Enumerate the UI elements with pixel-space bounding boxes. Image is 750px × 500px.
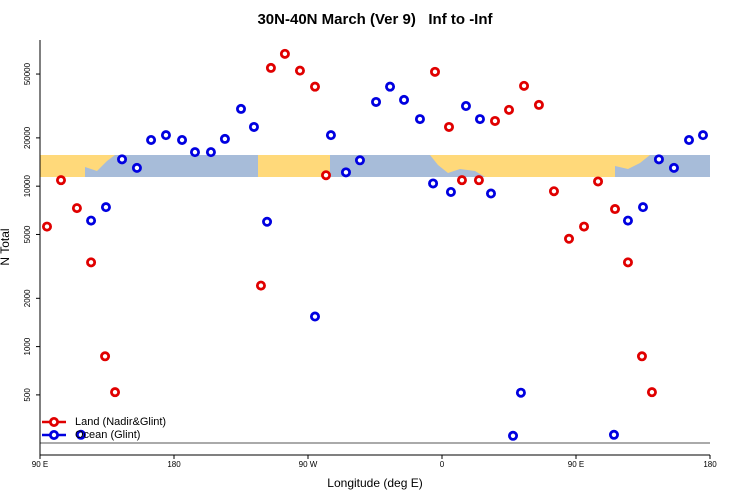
point — [622, 257, 633, 268]
point — [279, 48, 290, 59]
point — [684, 135, 695, 146]
point — [593, 176, 604, 187]
point — [205, 147, 216, 158]
point — [490, 115, 501, 126]
y-tick-label: 50000 — [23, 62, 32, 85]
legend-label: Land (Nadir&Glint) — [75, 416, 166, 428]
point — [485, 188, 496, 199]
point — [86, 215, 97, 226]
legend-marker — [49, 429, 60, 440]
point — [325, 130, 336, 141]
point — [474, 114, 485, 125]
point — [608, 429, 619, 440]
point — [55, 175, 66, 186]
point — [255, 280, 266, 291]
x-tick-label: 180 — [703, 460, 717, 469]
point — [515, 387, 526, 398]
point — [309, 311, 320, 322]
point — [177, 135, 188, 146]
point — [443, 121, 454, 132]
point — [100, 351, 111, 362]
point — [131, 162, 142, 173]
point — [428, 178, 439, 189]
legend-label: Ocean (Glint) — [75, 429, 140, 441]
point — [508, 430, 519, 441]
point — [86, 257, 97, 268]
point — [160, 130, 171, 141]
y-axis-label: N Total — [0, 228, 12, 265]
point — [622, 215, 633, 226]
point — [456, 175, 467, 186]
point — [646, 387, 657, 398]
point — [564, 233, 575, 244]
point — [110, 387, 121, 398]
point — [294, 65, 305, 76]
point — [262, 216, 273, 227]
point — [399, 94, 410, 105]
point — [235, 103, 246, 114]
point — [414, 114, 425, 125]
point — [579, 221, 590, 232]
y-tick-label: 2000 — [23, 289, 32, 307]
point — [219, 133, 230, 144]
point — [354, 155, 365, 166]
point — [430, 66, 441, 77]
y-tick-label: 20000 — [23, 126, 32, 149]
y-tick-label: 10000 — [23, 175, 32, 198]
point — [248, 121, 259, 132]
point — [698, 130, 709, 141]
x-tick-label: 90 W — [299, 460, 318, 469]
point — [533, 99, 544, 110]
map-strip — [40, 155, 710, 177]
point — [473, 175, 484, 186]
point — [340, 167, 351, 178]
point — [636, 351, 647, 362]
point — [265, 62, 276, 73]
point — [445, 186, 456, 197]
x-tick-label: 90 E — [568, 460, 584, 469]
point — [309, 81, 320, 92]
chart-title: 30N-40N March (Ver 9) Inf to -Inf — [257, 11, 493, 28]
point — [321, 170, 332, 181]
point — [75, 429, 86, 440]
point — [71, 203, 82, 214]
legend-marker — [49, 416, 60, 427]
point — [146, 135, 157, 146]
point — [668, 162, 679, 173]
point — [610, 204, 621, 215]
y-tick-label: 1000 — [23, 337, 32, 355]
point — [653, 154, 664, 165]
point — [371, 96, 382, 107]
point — [189, 147, 200, 158]
x-axis-label: Longitude (deg E) — [327, 476, 422, 490]
point — [100, 202, 111, 213]
point — [548, 186, 559, 197]
x-tick-label: 90 E — [32, 460, 48, 469]
y-tick-label: 500 — [23, 388, 32, 402]
x-tick-label: 180 — [167, 460, 181, 469]
point — [41, 221, 52, 232]
x-tick-label: 0 — [440, 460, 445, 469]
point — [385, 81, 396, 92]
point — [460, 101, 471, 112]
point — [519, 80, 530, 91]
point — [638, 202, 649, 213]
y-tick-label: 5000 — [23, 225, 32, 243]
point — [117, 154, 128, 165]
point — [503, 104, 514, 115]
